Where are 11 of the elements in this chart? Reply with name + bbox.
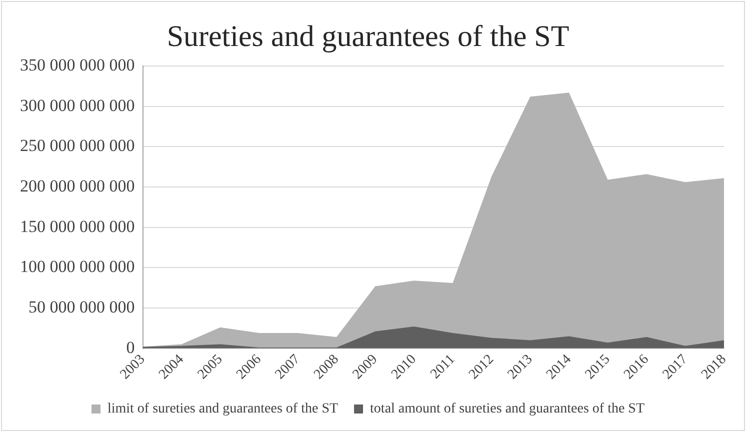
y-tick-label: 250 000 000 000 xyxy=(20,136,135,156)
legend-label: total amount of sureties and guarantees of the ST xyxy=(370,402,645,417)
y-tick-label: 300 000 000 000 xyxy=(20,96,135,115)
y-tick-label: 100 000 000 000 xyxy=(20,257,135,276)
y-tick-label: 200 000 000 000 xyxy=(20,176,135,196)
chart-title: Sureties and guarantees of the ST xyxy=(166,20,570,53)
legend-label: limit of sureties and guarantees of the ST xyxy=(107,402,338,417)
y-tick-label: 50 000 000 000 xyxy=(28,297,135,316)
y-tick-label: 150 000 000 000 xyxy=(20,216,135,236)
y-tick-label: 350 000 000 000 xyxy=(20,55,135,74)
y-tick-label: 0 xyxy=(126,338,135,357)
